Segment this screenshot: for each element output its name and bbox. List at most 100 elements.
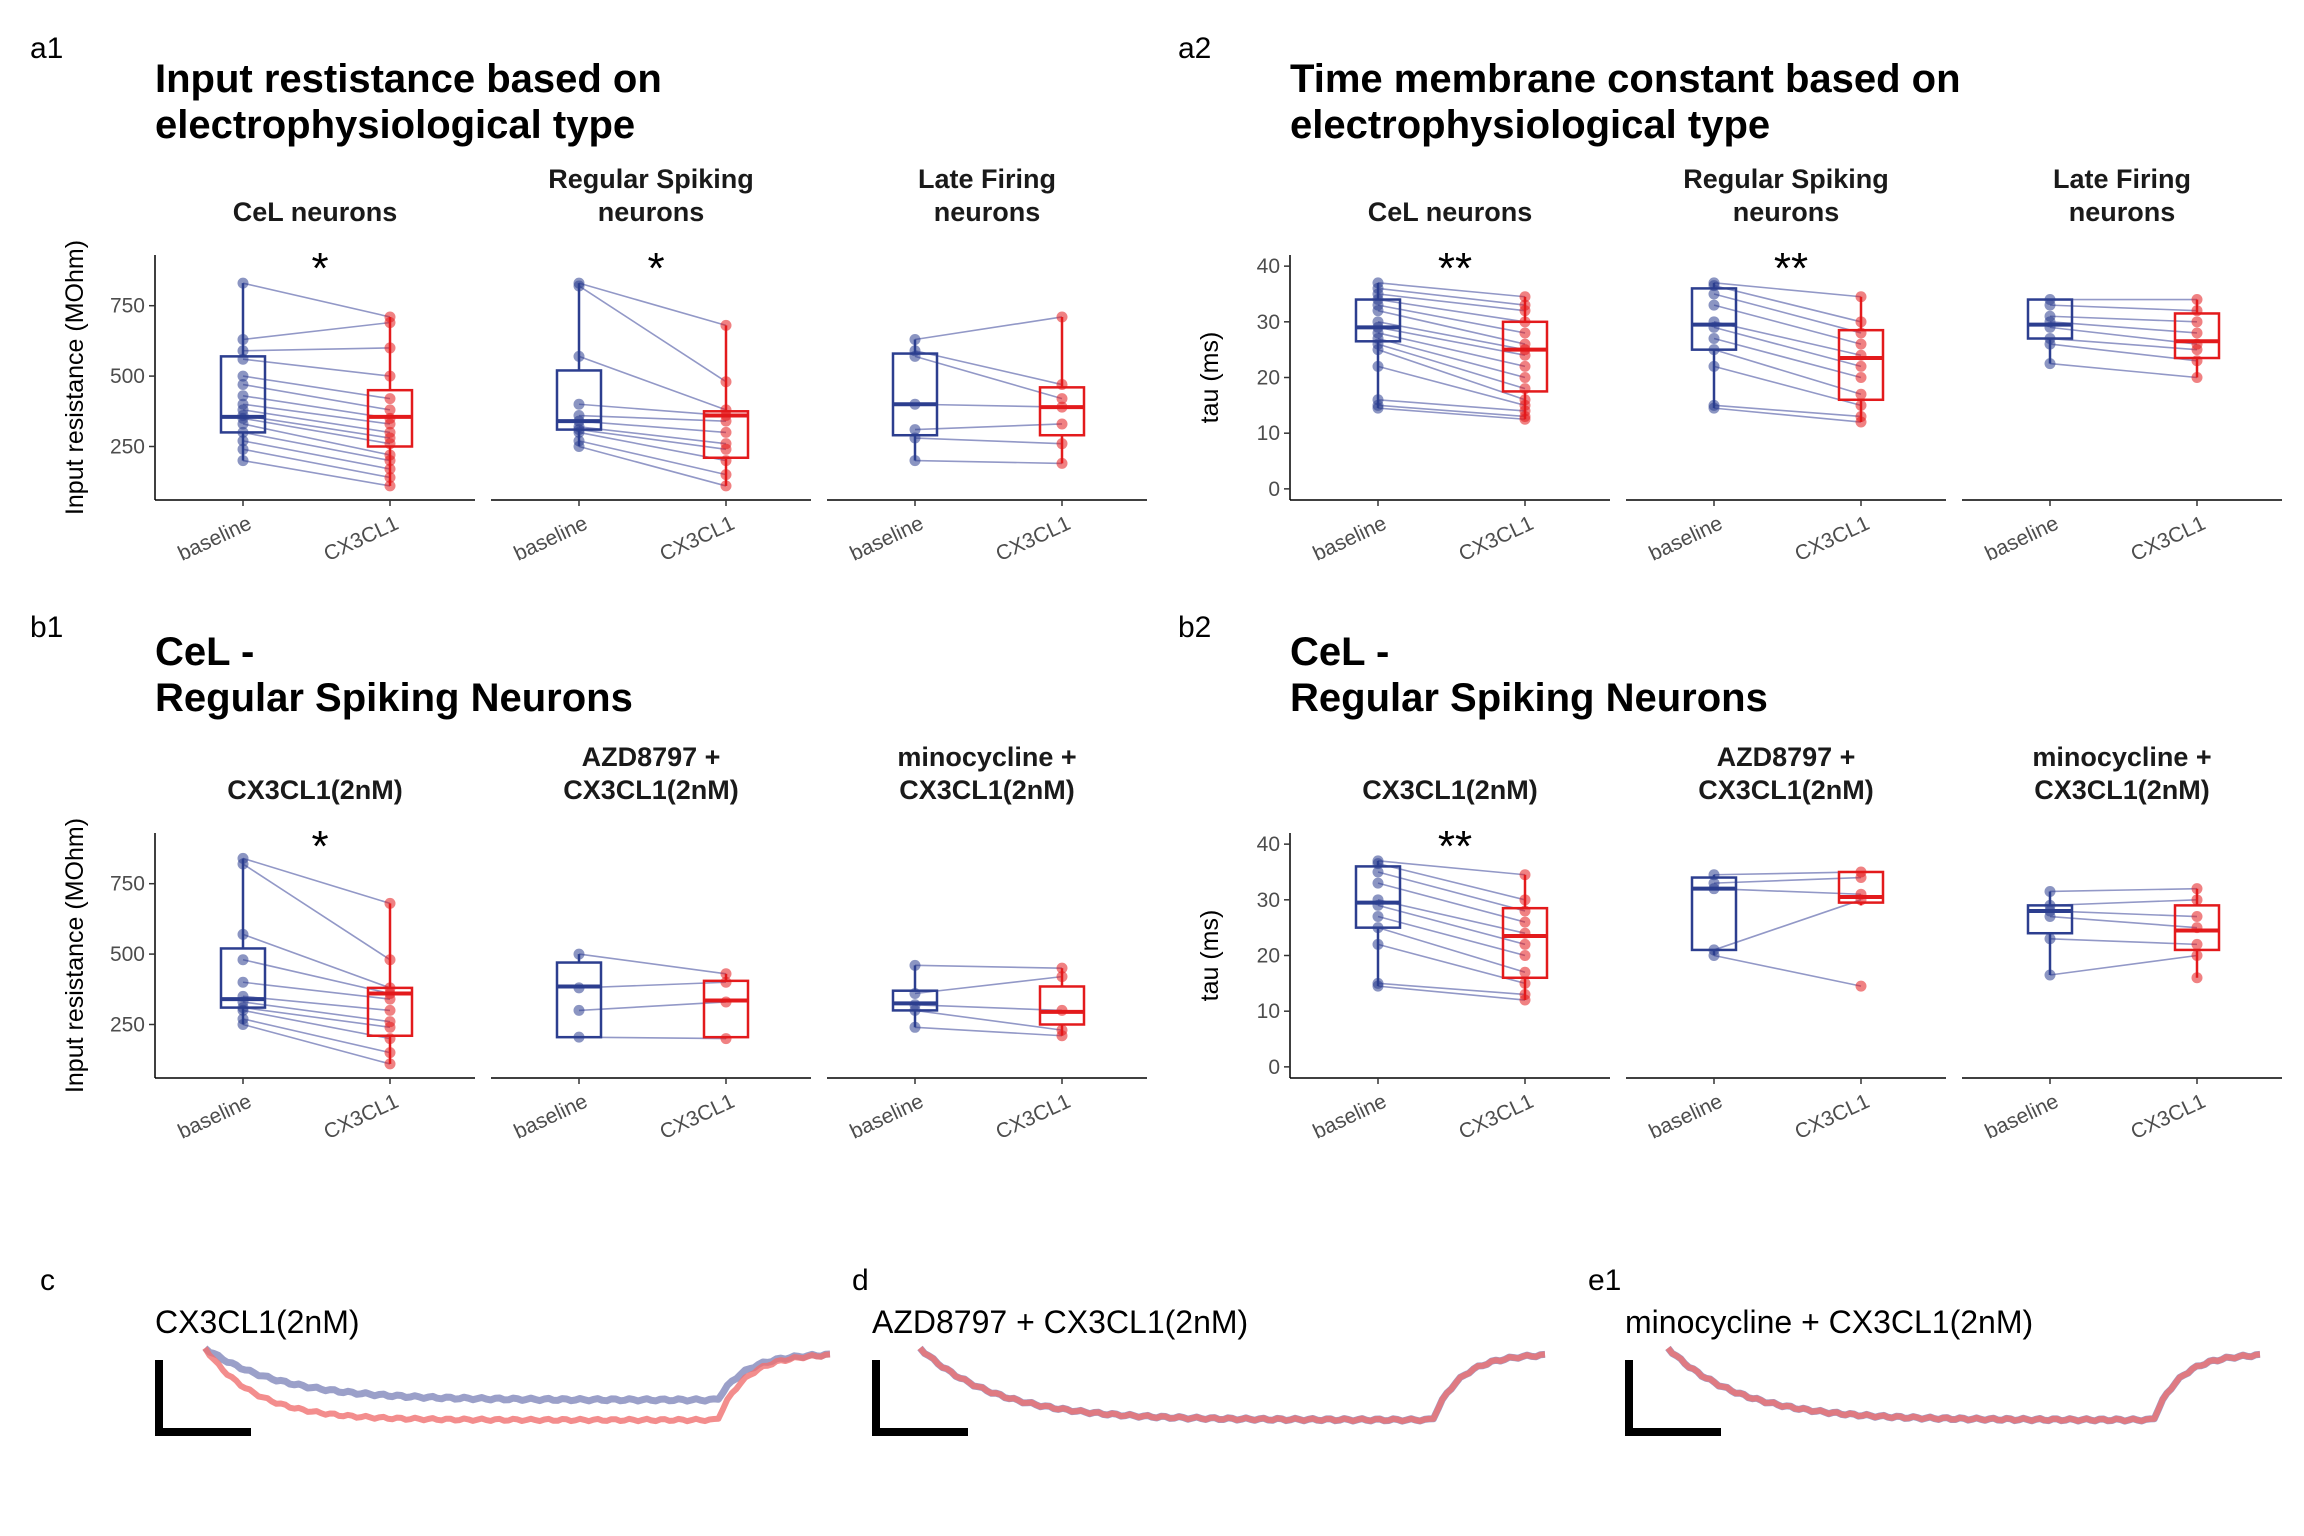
y-tick-label: 10 <box>1257 1000 1280 1023</box>
trace-panel-label: c <box>40 1264 55 1297</box>
cx3cl1-point <box>1519 927 1531 939</box>
baseline-point <box>909 432 921 444</box>
cx3cl1-box <box>1038 985 1086 1026</box>
pair-line <box>1377 404 1526 418</box>
trace-cx3cl1 <box>1665 1346 2261 1425</box>
cx3cl1-point <box>1855 872 1867 884</box>
facet-title-line: AZD8797 + <box>582 742 721 772</box>
pair-line <box>242 321 391 341</box>
pair-line <box>1377 348 1526 401</box>
baseline-point <box>237 426 249 438</box>
baseline-point <box>1708 950 1720 961</box>
cx3cl1-point <box>1855 316 1867 328</box>
baseline-point <box>1708 280 1720 292</box>
pair-line <box>1377 926 1526 973</box>
pair-line <box>2049 915 2198 929</box>
pair-line <box>242 1006 391 1029</box>
pair-line <box>242 440 391 470</box>
baseline-point <box>573 280 585 292</box>
baseline-point <box>1372 866 1384 878</box>
baseline-point <box>1372 877 1384 889</box>
facet: AZD8797 +CX3CL1(2nM) baseline CX3CL1 <box>1626 742 1946 1144</box>
cx3cl1-point <box>384 455 396 467</box>
facet-title-line: CX3CL1(2nM) <box>1698 775 1874 805</box>
pair-line <box>1377 398 1526 412</box>
cx3cl1-point <box>720 455 732 467</box>
baseline-point <box>1372 922 1384 934</box>
cx3cl1-point <box>1056 418 1068 430</box>
cx3cl1-point <box>384 370 396 382</box>
trace-panel-c: c CX3CL1(2nM) <box>40 1264 831 1436</box>
x-tick-label: baseline <box>1981 512 2062 566</box>
x-tick-label: CX3CL1 <box>320 1090 402 1144</box>
cx3cl1-point <box>1519 305 1531 317</box>
facet-title-line: neurons <box>1733 197 1840 227</box>
cx3cl1-point <box>384 1004 396 1016</box>
pair-line <box>914 423 1063 431</box>
cx3cl1-point <box>384 954 396 966</box>
pair-line <box>2049 326 2198 345</box>
x-tick-label: CX3CL1 <box>1791 512 1873 566</box>
x-tick-label: baseline <box>1981 1090 2062 1144</box>
baseline-point <box>2044 338 2056 350</box>
cx3cl1-point <box>384 463 396 475</box>
pair-line <box>1377 321 1526 351</box>
pair-line <box>578 428 727 451</box>
pair-line <box>578 414 727 422</box>
pair-line <box>2049 887 2198 893</box>
pair-line <box>1377 304 1526 334</box>
pair-line <box>242 417 391 445</box>
pair-line <box>1377 982 1526 996</box>
pair-line <box>1713 326 1862 368</box>
cx3cl1-point <box>1855 360 1867 372</box>
y-tick-label: 30 <box>1257 889 1280 912</box>
cx3cl1-point <box>1519 383 1531 395</box>
cx3cl1-point <box>2191 922 2203 934</box>
pair-line <box>2049 337 2198 351</box>
x-tick-label: CX3CL1 <box>1791 1090 1873 1144</box>
pair-line <box>578 425 727 445</box>
baseline-point <box>1372 402 1384 414</box>
pair-line <box>1377 309 1526 345</box>
pair-line <box>2049 937 2198 946</box>
cx3cl1-point <box>2191 950 2203 961</box>
cx3cl1-point <box>2191 938 2203 950</box>
significance-marker: * <box>647 244 664 293</box>
baseline-point <box>237 954 249 966</box>
pair-line <box>1377 298 1526 323</box>
baseline-point <box>237 1004 249 1016</box>
baseline-point <box>2044 969 2056 981</box>
pair-line <box>1713 871 1862 876</box>
x-tick-label: baseline <box>1645 1090 1726 1144</box>
facet: CeL neurons baseline CX3CL1 * <box>155 197 475 566</box>
cx3cl1-point <box>1855 416 1867 428</box>
facet-title-line: CX3CL1(2nM) <box>2034 775 2210 805</box>
pair-line <box>914 964 1063 969</box>
x-tick-label: baseline <box>1309 1090 1390 1144</box>
baseline-point <box>909 455 921 467</box>
cx3cl1-point <box>1519 905 1531 917</box>
baseline-point <box>237 390 249 402</box>
baseline-point <box>2044 911 2056 923</box>
y-tick-label: 40 <box>1257 255 1280 278</box>
cx3cl1-point <box>1056 1030 1068 1042</box>
trace-cx3cl1 <box>917 1346 1546 1425</box>
baseline-point <box>237 858 249 870</box>
scale-bar <box>872 1360 968 1436</box>
cx3cl1-point <box>1519 869 1531 881</box>
pair-line <box>578 420 727 434</box>
cx3cl1-point <box>1855 338 1867 350</box>
baseline-point <box>909 1021 921 1033</box>
panel-label: b2 <box>1178 611 1211 644</box>
pair-line <box>242 933 391 989</box>
trace-title: minocycline + CX3CL1(2nM) <box>1625 1304 2033 1340</box>
y-tick-label: 0 <box>1268 478 1280 501</box>
cx3cl1-point <box>384 1021 396 1033</box>
baseline-point <box>2044 358 2056 370</box>
y-tick-label: 250 <box>110 1013 145 1036</box>
cx3cl1-point <box>720 443 732 455</box>
cx3cl1-point <box>384 342 396 354</box>
facet-title-line: Regular Spiking <box>548 164 754 194</box>
